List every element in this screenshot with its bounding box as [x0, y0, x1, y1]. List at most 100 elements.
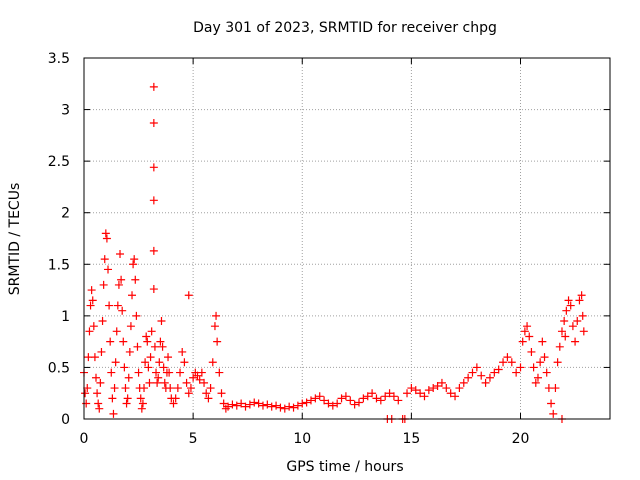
data-point [481, 378, 490, 387]
data-point [228, 400, 237, 409]
data-point [416, 389, 425, 398]
data-point [110, 384, 119, 393]
y-tick-label: 1 [61, 309, 70, 325]
data-point [376, 396, 385, 405]
data-point [512, 368, 521, 377]
data-point [536, 358, 545, 367]
data-point [280, 404, 289, 413]
data-point [113, 301, 122, 310]
data-point [176, 368, 185, 377]
data-point [363, 392, 372, 401]
data-point [120, 363, 129, 372]
x-tick-label: 20 [512, 431, 530, 447]
data-point [200, 378, 209, 387]
data-point [562, 306, 571, 315]
data-point [119, 337, 128, 346]
data-point [94, 399, 103, 408]
data-point [106, 337, 115, 346]
data-point [189, 373, 198, 382]
data-point [516, 363, 525, 372]
data-point [208, 358, 217, 367]
data-point [178, 347, 187, 356]
data-point [143, 337, 152, 346]
data-point [442, 384, 451, 393]
data-point [538, 337, 547, 346]
data-point [433, 381, 442, 390]
data-point [346, 396, 355, 405]
data-point [134, 368, 143, 377]
data-point [99, 280, 108, 289]
data-point [575, 296, 584, 305]
data-point [547, 399, 556, 408]
data-point [184, 389, 193, 398]
data-point [149, 118, 158, 127]
data-point [81, 389, 90, 398]
x-axis-title: GPS time / hours [286, 459, 403, 475]
data-point [503, 353, 512, 362]
data-point [87, 286, 96, 295]
data-point [566, 301, 575, 310]
data-point [553, 358, 562, 367]
data-point [197, 368, 206, 377]
data-point [411, 386, 420, 395]
data-point [108, 394, 117, 403]
data-point [107, 368, 116, 377]
y-tick-label: 0.5 [48, 360, 70, 376]
data-point [145, 378, 154, 387]
data-point [155, 358, 164, 367]
data-point [149, 196, 158, 205]
chart-title: Day 301 of 2023, SRMTID for receiver chp… [193, 20, 497, 36]
data-point [520, 327, 529, 336]
data-point [298, 399, 307, 408]
tick-labels: 0 5 10 15 20 0 0.5 1 1.5 2 2.5 3 3.5 [48, 51, 530, 447]
data-point [100, 255, 109, 264]
data-point [149, 82, 158, 91]
data-point [173, 384, 182, 393]
data-point [557, 327, 566, 336]
data-point [98, 317, 107, 326]
x-tick-label: 0 [80, 431, 89, 447]
data-point [368, 389, 377, 398]
data-point [560, 317, 569, 326]
data-point [146, 353, 155, 362]
y-tick-label: 2.5 [48, 154, 70, 170]
data-point [136, 394, 145, 403]
data-point [149, 246, 158, 255]
data-point [407, 384, 416, 393]
data-point [341, 392, 350, 401]
data-point [540, 353, 549, 362]
data-point [116, 249, 125, 258]
data-point [403, 389, 412, 398]
data-point [542, 368, 551, 377]
data-point [523, 322, 532, 331]
data-point [186, 384, 195, 393]
data-point [204, 394, 213, 403]
y-tick-label: 1.5 [48, 257, 70, 273]
data-point [459, 378, 468, 387]
data-point [579, 327, 588, 336]
data-point [568, 322, 577, 331]
data-point [153, 378, 162, 387]
data-point [152, 368, 161, 377]
data-point [219, 399, 228, 408]
data-point [86, 301, 95, 310]
x-tick-label: 15 [402, 431, 420, 447]
data-point [121, 384, 130, 393]
data-point [258, 401, 267, 410]
data-point [142, 332, 151, 341]
data-point [149, 285, 158, 294]
data-point [549, 409, 558, 418]
data-point [114, 280, 123, 289]
data-point [320, 396, 329, 405]
data-point [111, 358, 120, 367]
data-point [85, 327, 94, 336]
data-point [92, 373, 101, 382]
data-point [133, 342, 142, 351]
data-point [122, 399, 131, 408]
data-point [355, 398, 364, 407]
data-point [101, 229, 110, 238]
data-point [109, 409, 118, 418]
data-point [527, 347, 536, 356]
data-point [333, 399, 342, 408]
data-point [446, 389, 455, 398]
